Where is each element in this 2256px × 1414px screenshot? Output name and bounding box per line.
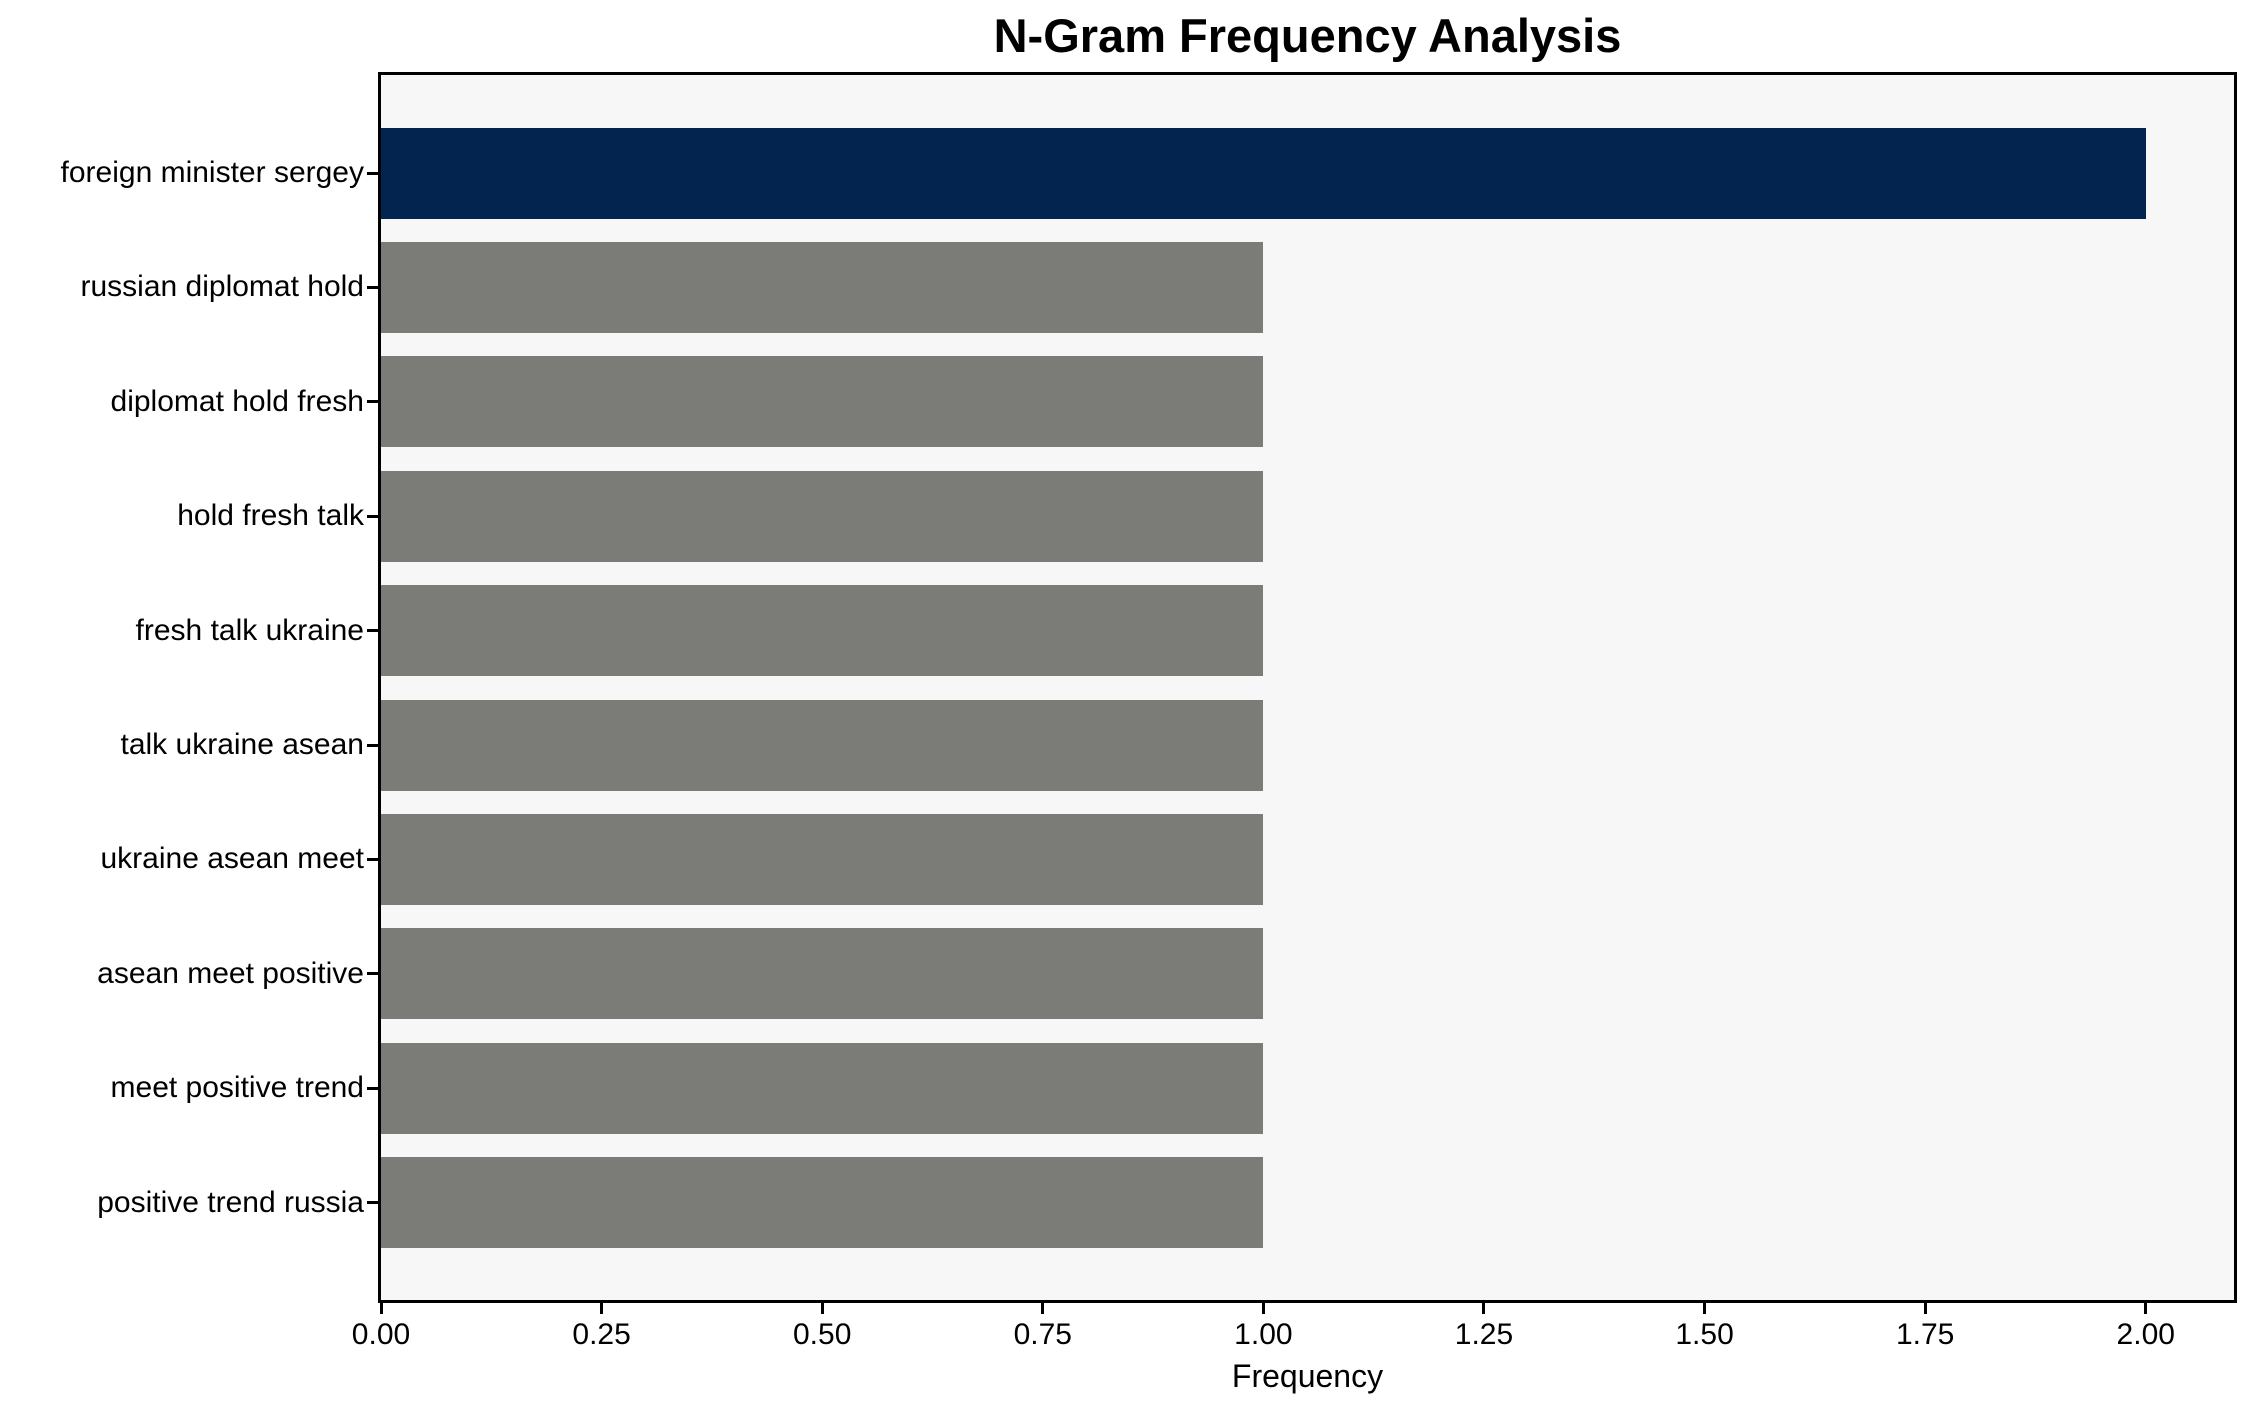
y-tick-label-7: asean meet positive [97, 956, 364, 990]
bar-8 [381, 1042, 1264, 1134]
y-axis-ticks [367, 75, 378, 1300]
y-tick-mark-0 [367, 171, 378, 175]
bar-5 [381, 699, 1264, 791]
y-tick-mark-6 [367, 857, 378, 861]
x-tick-label-7: 1.75 [1895, 1318, 1955, 1351]
plot-area [378, 72, 2237, 1303]
bar-9 [381, 1157, 1264, 1249]
bar-7 [381, 928, 1264, 1020]
y-tick-label-9: positive trend russia [97, 1185, 364, 1219]
y-tick-label-6: ukraine asean meet [100, 842, 365, 876]
x-tick-label-5: 1.25 [1454, 1318, 1514, 1351]
y-tick-label-0: foreign minister sergey [60, 156, 364, 189]
bar-4 [381, 585, 1264, 677]
bar-3 [381, 470, 1264, 562]
bar-0 [381, 127, 2146, 219]
y-tick-label-2: diplomat hold fresh [110, 384, 364, 418]
y-tick-mark-1 [367, 285, 378, 289]
bar-1 [381, 241, 1264, 333]
y-tick-label-5: talk ukraine asean [120, 728, 365, 761]
x-tick-mark-8 [2144, 1303, 2148, 1314]
y-tick-label-3: hold fresh talk [177, 499, 364, 533]
x-tick-label-0: 0.00 [351, 1318, 411, 1351]
x-tick-mark-3 [1041, 1303, 1045, 1314]
x-tick-label-6: 1.50 [1675, 1318, 1734, 1351]
x-tick-label-3: 0.75 [1013, 1318, 1072, 1351]
x-axis-label: Frequency [1231, 1358, 1384, 1394]
x-tick-label-2: 0.50 [792, 1318, 852, 1351]
y-tick-label-1: russian diplomat hold [80, 270, 365, 304]
x-tick-mark-2 [820, 1303, 824, 1314]
y-axis-labels: foreign minister sergey russian diplomat … [0, 75, 364, 1300]
bar-6 [381, 813, 1264, 905]
y-tick-mark-3 [367, 514, 378, 518]
y-tick-mark-9 [367, 1201, 378, 1205]
bar-2 [381, 356, 1264, 448]
y-tick-mark-5 [367, 743, 378, 747]
chart-title: N-Gram Frequency Analysis [993, 9, 1622, 62]
x-tick-mark-5 [1482, 1303, 1486, 1314]
y-tick-mark-7 [367, 972, 378, 976]
y-tick-mark-2 [367, 400, 378, 404]
x-tick-mark-6 [1703, 1303, 1707, 1314]
x-tick-label-1: 0.25 [572, 1318, 631, 1351]
x-tick-label-4: 1.00 [1234, 1318, 1293, 1351]
x-tick-mark-0 [379, 1303, 383, 1314]
y-tick-label-4: fresh talk ukraine [135, 613, 364, 647]
y-tick-mark-4 [367, 629, 378, 633]
x-tick-label-8: 2.00 [2116, 1318, 2175, 1351]
bars-layer [381, 75, 2234, 1300]
x-tick-mark-7 [1923, 1303, 1927, 1314]
y-tick-mark-8 [367, 1086, 378, 1090]
x-axis: 0.00 0.25 0.50 0.75 1.00 1.25 1.50 1.75 2.00 [352, 1303, 2234, 1403]
x-tick-mark-4 [1261, 1303, 1265, 1314]
x-tick-mark-1 [600, 1303, 604, 1314]
y-tick-label-8: meet positive trend [110, 1071, 364, 1105]
